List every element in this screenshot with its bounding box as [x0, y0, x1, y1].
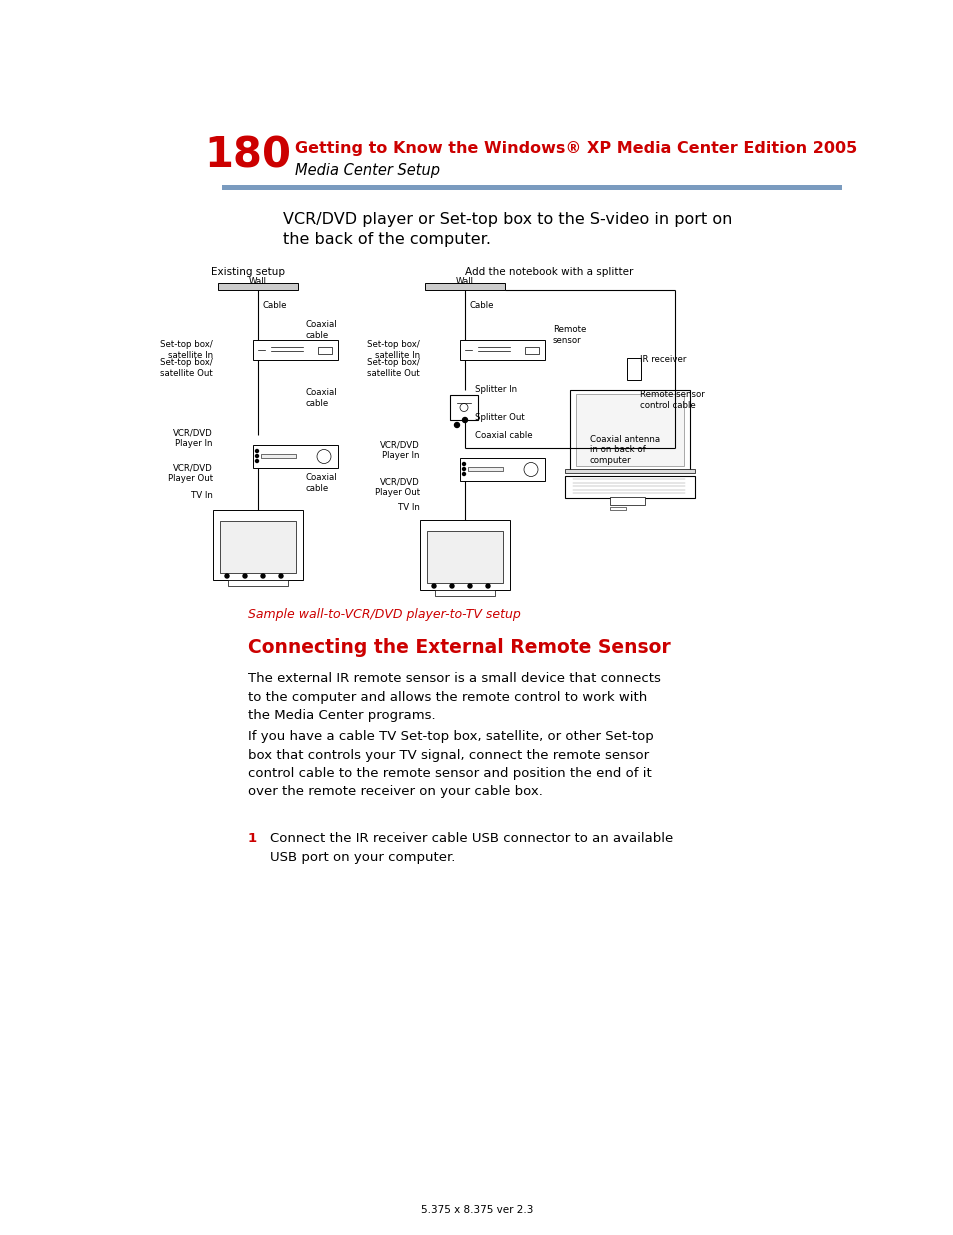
Circle shape: [255, 450, 258, 452]
Bar: [261, 454, 295, 458]
Text: Add the notebook with a splitter: Add the notebook with a splitter: [464, 267, 633, 277]
Bar: [435, 590, 495, 597]
Text: VCR/DVD
Player Out: VCR/DVD Player Out: [168, 463, 213, 483]
Text: VCR/DVD
Player Out: VCR/DVD Player Out: [375, 477, 419, 496]
Bar: [222, 185, 841, 190]
Bar: [564, 475, 695, 498]
Circle shape: [255, 454, 258, 457]
Text: Splitter In: Splitter In: [475, 385, 517, 394]
Circle shape: [243, 574, 247, 578]
Text: Set-top box/
satellite Out: Set-top box/ satellite Out: [160, 358, 213, 378]
Bar: [213, 510, 303, 580]
Circle shape: [316, 450, 331, 463]
Text: Sample wall-to-VCR/DVD player-to-TV setup: Sample wall-to-VCR/DVD player-to-TV setu…: [248, 608, 520, 621]
Text: Coaxial
cable: Coaxial cable: [306, 320, 337, 340]
Bar: [419, 520, 510, 590]
Text: 5.375 x 8.375 ver 2.3: 5.375 x 8.375 ver 2.3: [420, 1205, 533, 1215]
Text: Cable: Cable: [263, 300, 287, 310]
Text: VCR/DVD
Player In: VCR/DVD Player In: [173, 429, 213, 448]
Bar: [564, 469, 695, 473]
Circle shape: [462, 473, 465, 475]
Bar: [468, 467, 502, 471]
Text: Remote sensor
control cable: Remote sensor control cable: [639, 390, 704, 410]
Text: VCR/DVD player or Set-top box to the S-video in port on
the back of the computer: VCR/DVD player or Set-top box to the S-v…: [283, 212, 732, 247]
Circle shape: [432, 584, 436, 588]
Text: Coaxial antenna
in on back of
computer: Coaxial antenna in on back of computer: [589, 435, 659, 464]
Circle shape: [523, 462, 537, 477]
Circle shape: [450, 584, 454, 588]
Circle shape: [261, 574, 265, 578]
Text: Getting to Know the Windows® XP Media Center Edition 2005: Getting to Know the Windows® XP Media Ce…: [294, 141, 857, 156]
Bar: [253, 340, 337, 359]
Bar: [220, 521, 295, 573]
Circle shape: [255, 459, 258, 462]
Text: Set-top box/
satellite In: Set-top box/ satellite In: [160, 341, 213, 359]
Circle shape: [278, 574, 283, 578]
Text: Wall: Wall: [456, 277, 474, 285]
Text: Coaxial
cable: Coaxial cable: [306, 388, 337, 408]
Text: 180: 180: [204, 135, 292, 177]
Bar: [253, 445, 337, 468]
Text: Wall: Wall: [249, 277, 267, 285]
Bar: [427, 531, 502, 583]
Bar: [609, 508, 625, 510]
Circle shape: [459, 404, 468, 411]
Circle shape: [485, 584, 490, 588]
Text: Media Center Setup: Media Center Setup: [294, 163, 439, 178]
Bar: [626, 358, 640, 380]
Text: Connect the IR receiver cable USB connector to an available
USB port on your com: Connect the IR receiver cable USB connec…: [270, 832, 673, 863]
Bar: [424, 283, 504, 290]
Bar: [576, 394, 683, 466]
Text: If you have a cable TV Set-top box, satellite, or other Set-top
box that control: If you have a cable TV Set-top box, sate…: [248, 730, 653, 799]
Bar: [317, 347, 332, 354]
Text: Set-top box/
satellite In: Set-top box/ satellite In: [367, 341, 419, 359]
Bar: [569, 390, 689, 471]
Circle shape: [462, 462, 465, 466]
Text: Cable: Cable: [470, 300, 494, 310]
Text: Coaxial cable: Coaxial cable: [475, 431, 532, 441]
Bar: [218, 283, 297, 290]
Circle shape: [454, 422, 459, 427]
Circle shape: [462, 468, 465, 471]
Text: TV In: TV In: [191, 492, 213, 500]
Text: 1: 1: [248, 832, 257, 845]
Bar: [524, 347, 538, 354]
Text: Existing setup: Existing setup: [211, 267, 285, 277]
Text: The external IR remote sensor is a small device that connects
to the computer an: The external IR remote sensor is a small…: [248, 672, 660, 722]
Text: TV In: TV In: [397, 504, 419, 513]
Text: Set-top box/
satellite Out: Set-top box/ satellite Out: [367, 358, 419, 378]
Bar: [228, 580, 288, 585]
Text: Connecting the External Remote Sensor: Connecting the External Remote Sensor: [248, 638, 670, 657]
Text: VCR/DVD
Player In: VCR/DVD Player In: [380, 441, 419, 459]
Text: Splitter Out: Splitter Out: [475, 414, 524, 422]
Bar: [609, 496, 644, 505]
Text: Coaxial
cable: Coaxial cable: [306, 473, 337, 493]
Text: IR receiver: IR receiver: [639, 356, 685, 364]
Text: Remote
sensor: Remote sensor: [553, 325, 586, 345]
Circle shape: [462, 417, 467, 422]
Circle shape: [225, 574, 229, 578]
Bar: [459, 340, 544, 359]
Bar: [450, 395, 477, 420]
Circle shape: [468, 584, 472, 588]
Bar: [459, 458, 544, 480]
